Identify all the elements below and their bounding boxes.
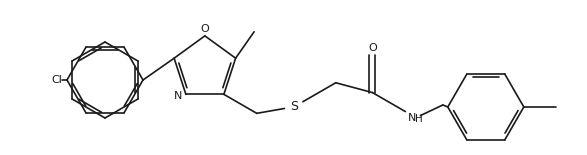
Text: H: H — [414, 114, 422, 124]
Text: Cl: Cl — [51, 75, 62, 85]
Text: N: N — [174, 91, 182, 101]
Text: S: S — [290, 100, 298, 113]
Text: O: O — [368, 43, 377, 53]
Text: N: N — [408, 113, 417, 123]
Text: O: O — [201, 24, 209, 34]
